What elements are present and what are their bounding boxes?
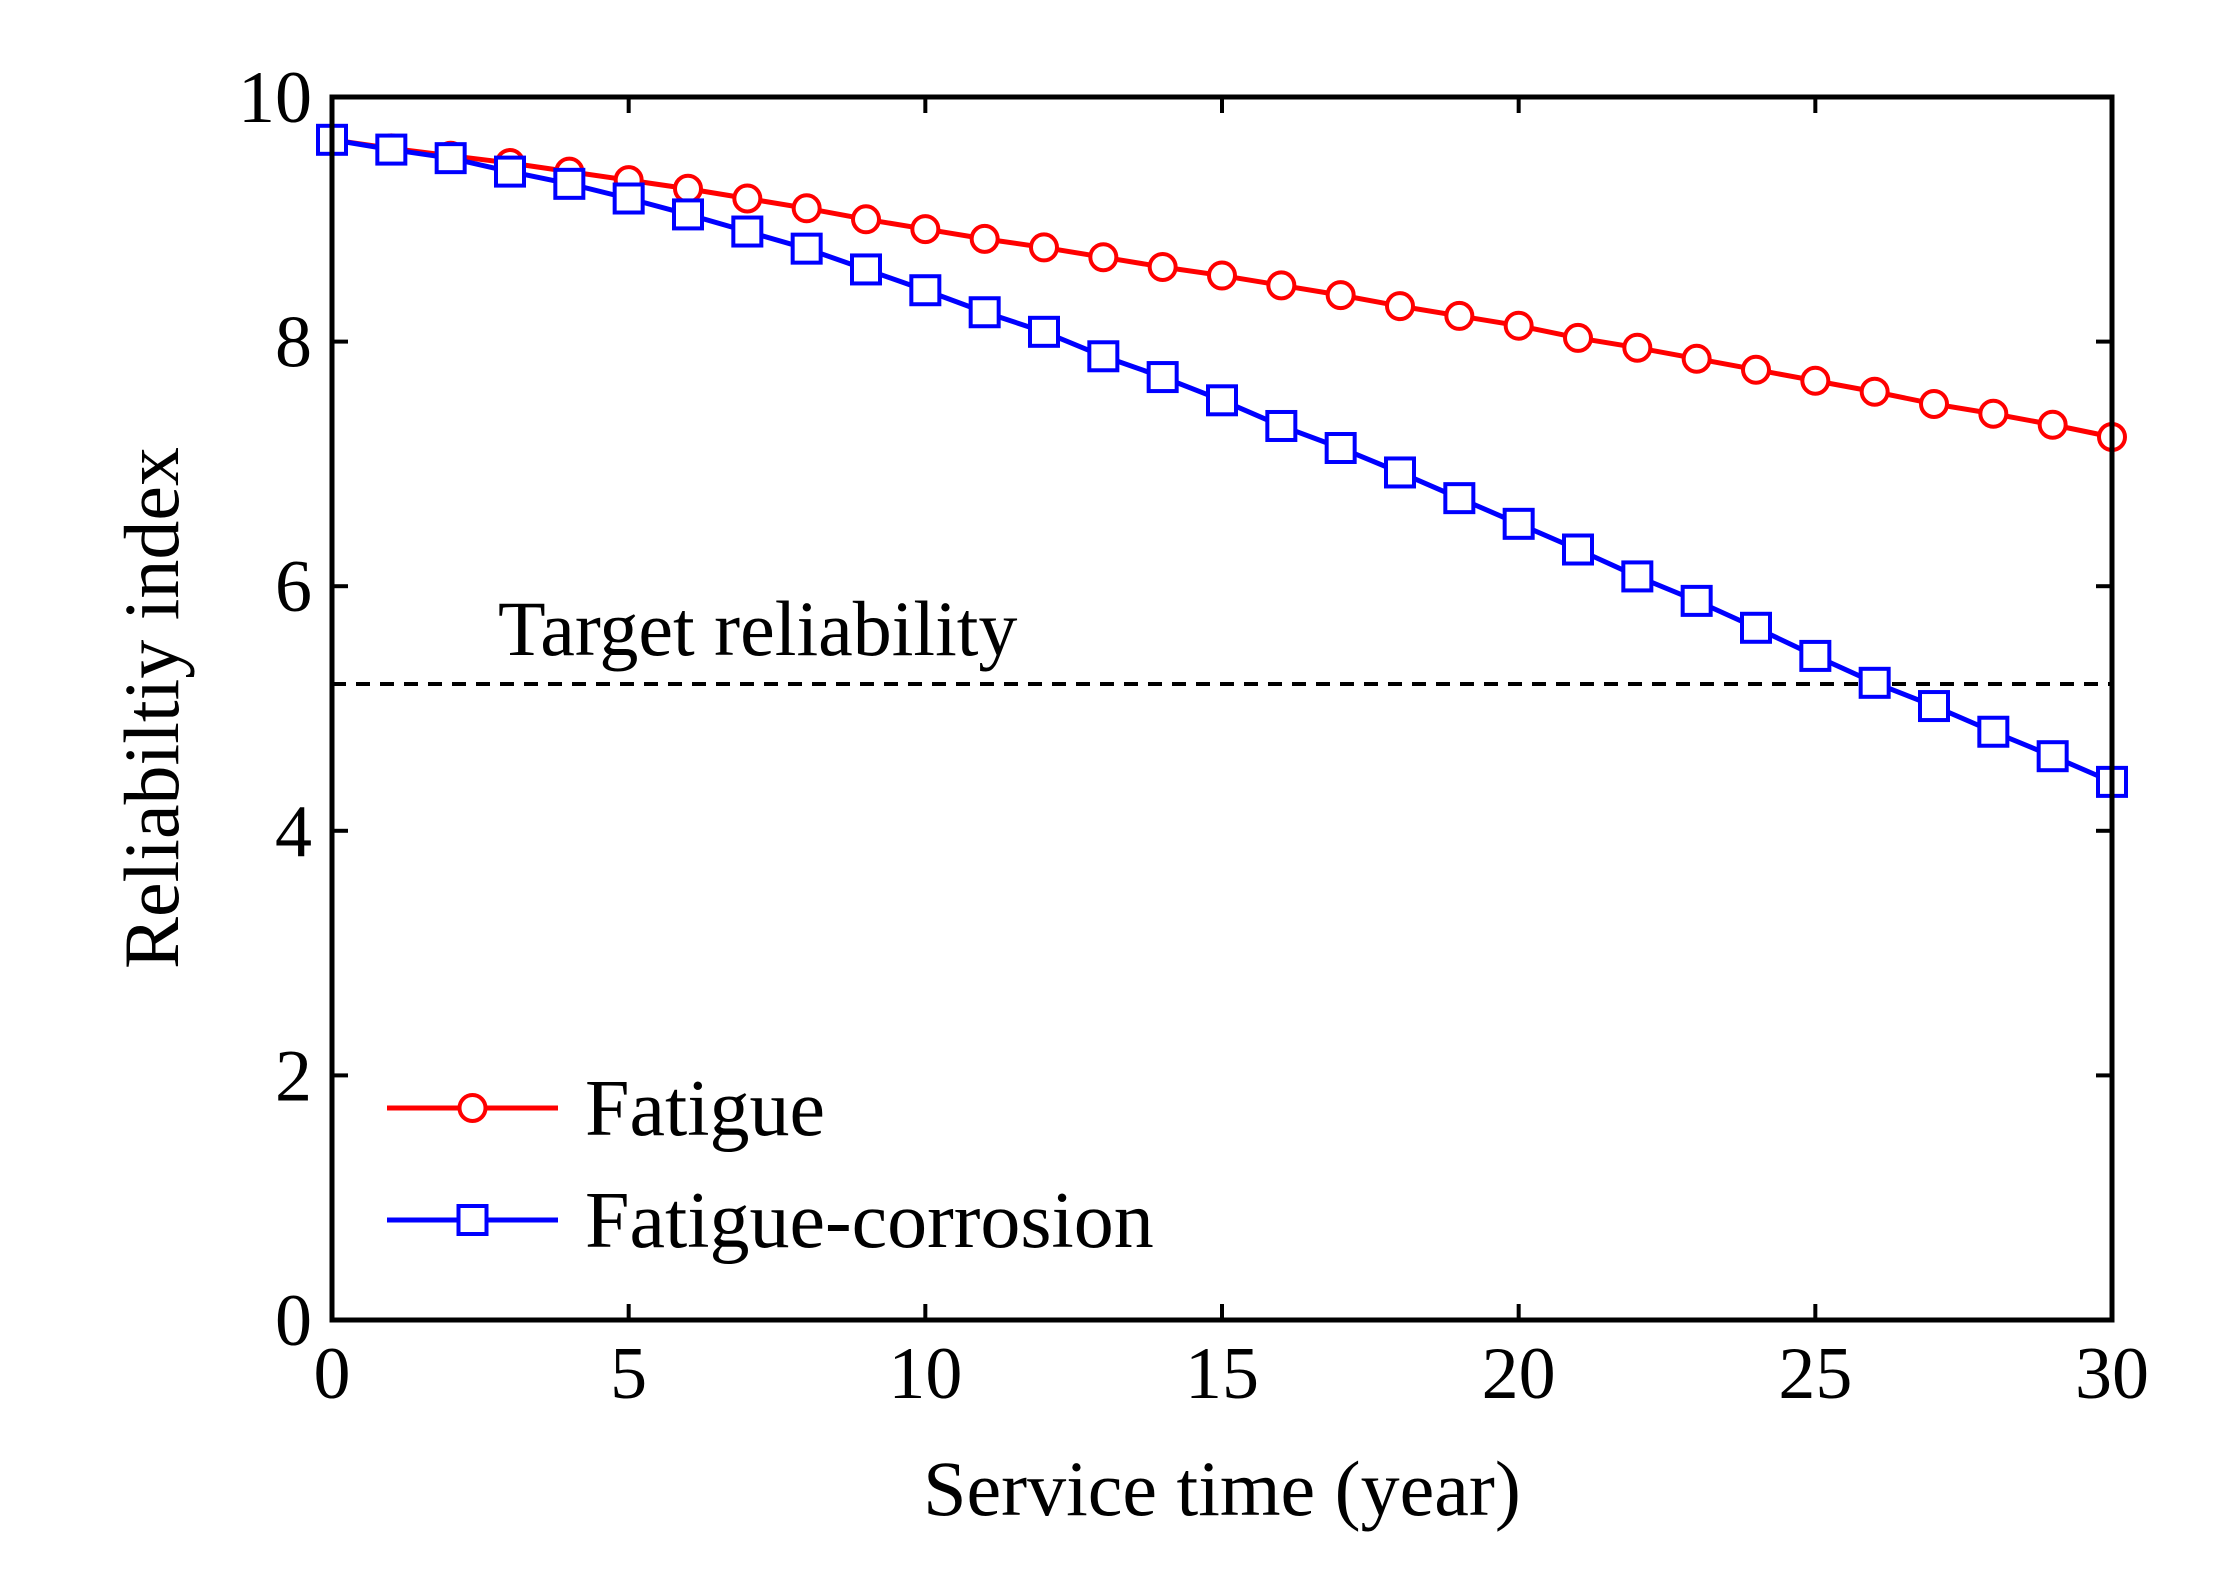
fatigue-corrosion-point [1028,315,1060,348]
fatigue-corrosion-point [1740,611,1772,644]
fatigue-corrosion-point [1502,507,1535,540]
fatigue-corrosion-point [1087,340,1120,373]
fatigue-point [1503,310,1534,341]
fatigue-point [1978,398,2009,429]
y-tick-labels: 0 2 4 6 8 10 [238,57,312,1362]
fatigue-corrosion-point [1146,361,1179,394]
fatigue-point [851,204,881,235]
fatigue-corrosion-point [968,296,1001,329]
x-tick-label: 15 [1185,1333,1259,1415]
legend-label-fatigue: Fatigue [585,1065,825,1153]
fatigue-corrosion-point [1384,456,1416,489]
series-fatigue-corrosion [316,123,2128,798]
fatigue-corrosion-point [790,232,823,265]
x-tick-labels: 0 5 10 15 20 25 30 [314,1333,2150,1415]
fatigue-point [1741,354,1771,385]
fatigue-corrosion-point [1621,560,1654,593]
fatigue-point [1800,365,1831,396]
fatigue-point [1207,260,1237,291]
plot-area [332,97,2112,1320]
x-axis-title: Service time (year) [923,1445,1521,1532]
fatigue-corrosion-point [1858,666,1891,699]
fatigue-corrosion-point [1206,384,1238,417]
fatigue-point [1147,251,1178,282]
legend-marker-fatigue [457,1093,488,1123]
fatigue-corrosion-point [494,155,526,188]
fatigue-corrosion-point [1977,715,2010,748]
fatigue-point [1325,280,1356,311]
fatigue-point [791,193,822,224]
fatigue-point [1029,232,1059,263]
fatigue-point [1919,388,1949,419]
fatigue-point [673,173,703,204]
x-tick-label: 30 [2075,1333,2149,1415]
fatigue-point [969,223,1000,254]
legend-item-fatigue-corrosion: Fatigue-corrosion [387,1177,1154,1265]
x-tick-label: 20 [1482,1333,1556,1415]
fatigue-point [1444,300,1475,331]
fatigue-point [1385,291,1415,322]
fatigue-corrosion-point [612,182,645,215]
fatigue-point [1622,332,1653,363]
plot-frame [329,94,2115,1323]
fatigue-point [1563,322,1593,353]
legend: Fatigue Fatigue-corrosion [387,1065,1154,1265]
fatigue-point [2037,409,2068,440]
reference-line-group: Target reliability [332,585,2112,687]
legend-marker-fatigue-corrosion [456,1204,489,1236]
legend-label-fatigue-corrosion: Fatigue-corrosion [585,1177,1154,1265]
data-series [316,123,2128,798]
y-tick-label: 0 [275,1280,312,1362]
x-tick-label: 5 [610,1333,647,1415]
fatigue-corrosion-point [1265,409,1298,442]
fatigue-corrosion-point [909,274,942,307]
fatigue-point [1859,376,1890,407]
y-axis-title: Reliabiltiy index [108,447,195,969]
y-tick-label: 6 [275,546,312,628]
fatigue-corrosion-point [672,198,704,231]
fatigue-corrosion-point [434,142,467,175]
target-reliability-label: Target reliability [498,585,1017,672]
fatigue-point [1681,343,1712,374]
y-tick-label: 2 [275,1035,312,1117]
fatigue-corrosion-point [1680,584,1713,617]
fatigue-point [910,214,941,245]
fatigue-point [732,183,763,214]
fatigue-corrosion-point [1799,639,1832,672]
fatigue-corrosion-point [731,215,764,248]
y-tick-label: 8 [275,302,312,384]
fatigue-point [1088,242,1119,273]
x-tick-label: 0 [314,1333,351,1415]
fatigue-corrosion-point [1324,432,1357,465]
y-tick-label: 4 [275,791,312,873]
fatigue-corrosion-point [1562,533,1594,566]
fatigue-corrosion-point [1918,690,1950,723]
fatigue-corrosion-point [553,167,586,200]
fatigue-corrosion-point [375,133,408,166]
legend-item-fatigue: Fatigue [387,1065,825,1153]
x-tick-label: 25 [1778,1333,1852,1415]
fatigue-corrosion-point [1443,482,1476,515]
x-tick-label: 10 [888,1333,962,1415]
fatigue-corrosion-point [2036,740,2069,773]
fatigue-corrosion-point [850,253,882,286]
y-tick-label: 10 [238,57,312,139]
fatigue-point [1266,270,1297,301]
